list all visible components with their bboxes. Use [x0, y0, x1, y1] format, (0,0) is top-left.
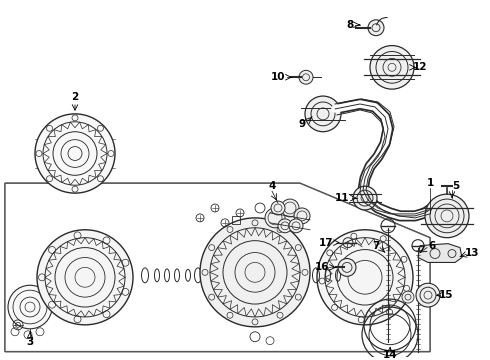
- Text: 6: 6: [428, 240, 436, 251]
- Text: 9: 9: [298, 119, 306, 129]
- Circle shape: [37, 230, 133, 325]
- Text: 4: 4: [269, 181, 276, 191]
- Text: 12: 12: [413, 62, 427, 72]
- Polygon shape: [418, 244, 462, 262]
- Text: 15: 15: [439, 290, 453, 300]
- Polygon shape: [5, 183, 430, 352]
- Text: 11: 11: [335, 193, 349, 203]
- Bar: [232, 216, 240, 224]
- Circle shape: [278, 219, 292, 233]
- Circle shape: [305, 96, 341, 132]
- Circle shape: [368, 20, 384, 36]
- Circle shape: [402, 291, 414, 303]
- Text: 1: 1: [426, 178, 434, 188]
- Text: 7: 7: [372, 240, 380, 251]
- Circle shape: [416, 283, 440, 307]
- Circle shape: [294, 208, 310, 224]
- Circle shape: [265, 208, 285, 228]
- Text: 2: 2: [72, 92, 78, 102]
- Circle shape: [353, 186, 377, 210]
- Circle shape: [317, 230, 413, 325]
- Circle shape: [370, 46, 414, 89]
- Circle shape: [35, 114, 115, 193]
- Text: 3: 3: [26, 337, 34, 347]
- Text: 17: 17: [318, 238, 333, 248]
- Text: 5: 5: [452, 181, 460, 191]
- Polygon shape: [5, 183, 430, 352]
- Text: 16: 16: [315, 262, 329, 273]
- Text: 8: 8: [346, 20, 354, 30]
- Circle shape: [271, 201, 285, 215]
- Circle shape: [200, 218, 310, 327]
- Text: 14: 14: [383, 350, 397, 360]
- Circle shape: [425, 194, 469, 238]
- Circle shape: [299, 70, 313, 84]
- Circle shape: [289, 219, 303, 233]
- Text: 13: 13: [465, 248, 479, 257]
- Text: 10: 10: [271, 72, 285, 82]
- Circle shape: [8, 285, 52, 329]
- Circle shape: [338, 258, 356, 276]
- Circle shape: [281, 199, 299, 217]
